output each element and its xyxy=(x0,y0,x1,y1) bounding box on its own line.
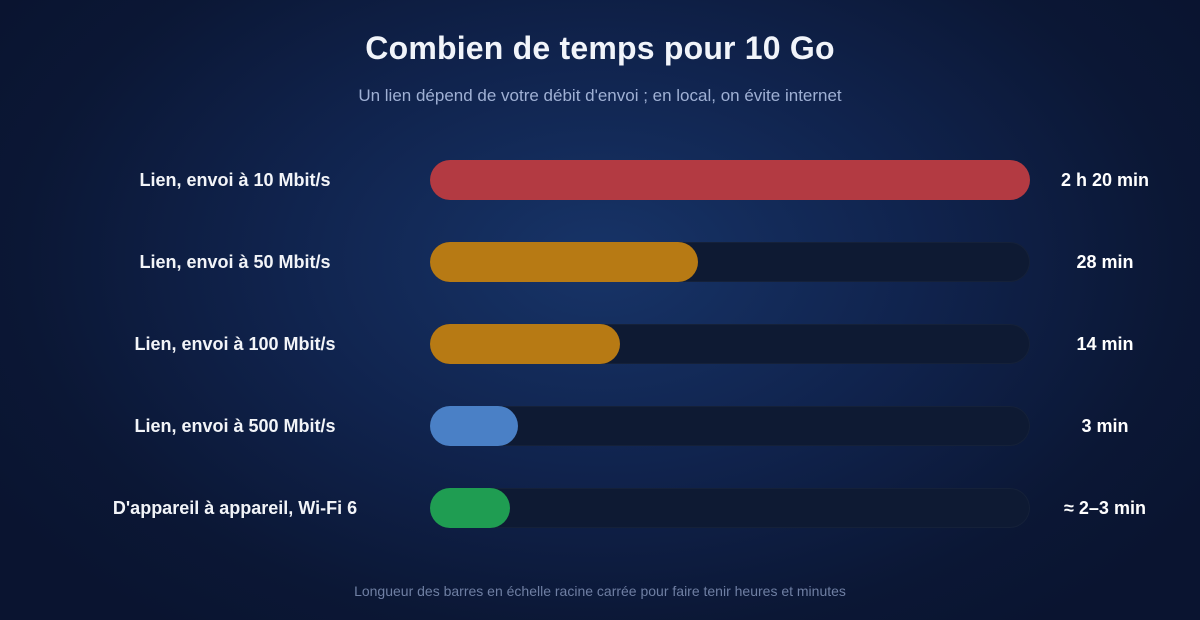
chart-title: Combien de temps pour 10 Go xyxy=(365,30,835,66)
bar-track xyxy=(430,160,1030,200)
bar-track xyxy=(430,324,1030,364)
bar-track xyxy=(430,488,1030,528)
bar-row-10mbit: Lien, envoi à 10 Mbit/s 2 h 20 min xyxy=(0,159,1200,201)
value-label: 14 min xyxy=(1076,334,1134,354)
value-label: 3 min xyxy=(1081,416,1129,436)
bar-row-100mbit: Lien, envoi à 100 Mbit/s 14 min xyxy=(0,323,1200,365)
value-label: 2 h 20 min xyxy=(1060,170,1150,190)
bar xyxy=(430,160,1030,200)
bar xyxy=(430,324,620,364)
bar-row-500mbit: Lien, envoi à 500 Mbit/s 3 min xyxy=(0,405,1200,447)
category-label: Lien, envoi à 10 Mbit/s xyxy=(139,170,331,190)
bar-track xyxy=(430,406,1030,446)
chart-subtitle: Un lien dépend de votre débit d'envoi ; … xyxy=(358,86,842,105)
bar-row-50mbit: Lien, envoi à 50 Mbit/s 28 min xyxy=(0,241,1200,283)
chart-footnote: Longueur des barres en échelle racine ca… xyxy=(354,583,846,599)
bar xyxy=(430,406,518,446)
category-label: Lien, envoi à 500 Mbit/s xyxy=(134,416,336,436)
category-label: Lien, envoi à 100 Mbit/s xyxy=(134,334,336,354)
value-label: 28 min xyxy=(1076,252,1134,272)
value-label: ≈ 2–3 min xyxy=(1064,498,1146,518)
bar-track xyxy=(430,242,1030,282)
bar xyxy=(430,242,698,282)
bar xyxy=(430,488,510,528)
category-label: Lien, envoi à 50 Mbit/s xyxy=(139,252,331,272)
category-label: D'appareil à appareil, Wi-Fi 6 xyxy=(112,498,358,518)
bar-row-wifi6: D'appareil à appareil, Wi-Fi 6 ≈ 2–3 min xyxy=(0,487,1200,529)
